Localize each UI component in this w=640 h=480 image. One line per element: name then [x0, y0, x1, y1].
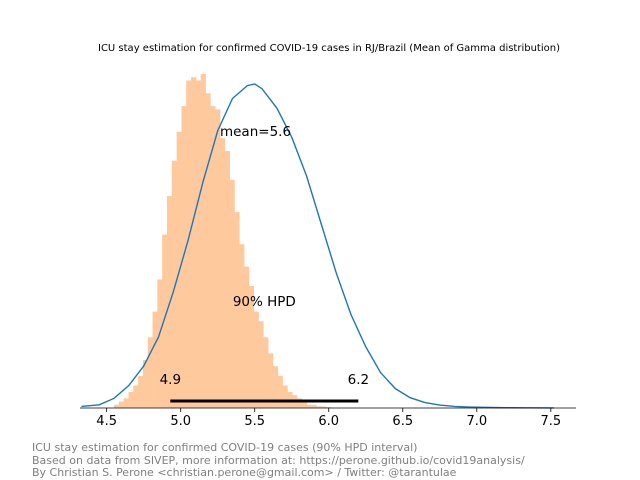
histogram-bar	[311, 404, 317, 408]
histogram-bar	[215, 109, 221, 409]
histogram-bar	[171, 160, 178, 408]
x-tick-label: 4.5	[96, 414, 117, 429]
histogram-bar	[128, 391, 134, 408]
histogram-bar	[157, 279, 163, 408]
x-tick-label: 5.5	[244, 414, 265, 429]
hpd-label: 90% HPD	[233, 294, 296, 310]
footer-line-3: By Christian S. Perone <christian.perone…	[32, 466, 457, 479]
posterior-plot: ICU stay estimation for confirmed COVID-…	[80, 43, 576, 429]
mean-label: mean=5.6	[220, 124, 291, 140]
histogram-bar	[248, 285, 254, 408]
histogram-bar	[133, 385, 139, 408]
histogram-bar	[224, 151, 230, 409]
x-tick-label: 7.5	[540, 414, 561, 429]
histogram-bar	[306, 404, 312, 408]
footer-line-2: Based on data from SIVEP, more informati…	[32, 453, 525, 467]
histogram-bar	[138, 375, 144, 408]
histogram-bar	[301, 401, 307, 408]
histogram-bar	[186, 80, 192, 408]
histogram-bar	[325, 407, 331, 408]
kde-curve	[81, 83, 554, 409]
x-tick-label: 6.0	[318, 414, 339, 429]
footer-line-1: ICU stay estimation for confirmed COVID-…	[32, 441, 418, 454]
histogram-bar	[147, 337, 153, 408]
histogram-bar	[123, 398, 129, 408]
histogram-bar	[114, 404, 120, 408]
histogram-bar	[272, 366, 279, 408]
histogram-bar	[320, 406, 327, 408]
hpd-high-label: 6.2	[348, 372, 369, 388]
histogram-bar	[243, 266, 250, 408]
histogram-bar	[263, 337, 269, 408]
x-axis-ticks: 4.5 5.0 5.5 6.0 6.5 7.0 7.5	[96, 408, 561, 429]
histogram-bar	[181, 106, 187, 408]
histogram-bar	[162, 234, 168, 408]
hpd-low-label: 4.9	[160, 372, 181, 388]
histogram-bar	[200, 74, 206, 408]
histogram-bar	[282, 385, 288, 408]
histogram-bar	[152, 311, 158, 408]
histogram-bar	[118, 401, 125, 408]
histogram-bar	[210, 106, 216, 408]
histogram-bar	[229, 179, 235, 408]
histogram-bar	[234, 212, 240, 408]
histogram-bar	[142, 359, 149, 408]
histogram-bar	[316, 406, 322, 408]
histogram-bar	[191, 77, 197, 408]
histogram-bar	[277, 375, 283, 408]
histogram-bar	[258, 321, 264, 408]
x-tick-label: 5.0	[170, 414, 191, 429]
chart-title: ICU stay estimation for confirmed COVID-…	[98, 43, 560, 54]
histogram-bar	[195, 80, 202, 408]
histogram-bar	[219, 138, 226, 408]
footer-credits: ICU stay estimation for confirmed COVID-…	[32, 441, 525, 480]
histogram-bar	[253, 311, 259, 408]
histogram-bar	[239, 244, 245, 408]
x-tick-label: 6.5	[392, 414, 413, 429]
histogram-bar	[268, 353, 274, 408]
x-tick-label: 7.0	[466, 414, 487, 429]
histogram-bar	[205, 93, 211, 409]
histogram-bar	[296, 398, 303, 408]
